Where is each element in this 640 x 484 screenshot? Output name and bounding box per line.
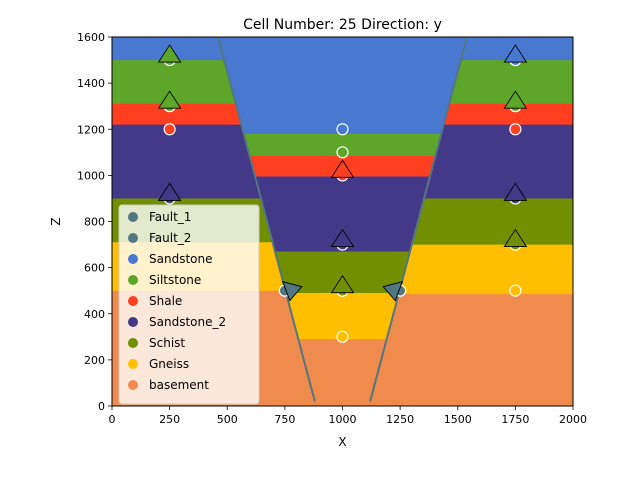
- orientation-marker-schist: [330, 274, 355, 294]
- y-tick-label: 800: [84, 216, 105, 229]
- orientation-marker-siltstone: [157, 90, 182, 109]
- orientation-marker-fault_2: [382, 281, 403, 302]
- surface-point-gneiss: [509, 284, 522, 297]
- orientation-marker-sandstone: [503, 44, 528, 63]
- legend-marker-sandstone_2: [128, 317, 138, 327]
- x-tick-label: 750: [274, 413, 295, 426]
- chart-title: Cell Number: 25 Direction: y: [243, 17, 442, 33]
- legend-label-gneiss: Gneiss: [149, 357, 189, 371]
- legend-marker-sandstone: [128, 254, 138, 264]
- y-tick-label: 1600: [77, 31, 105, 44]
- y-axis-label: Z: [49, 217, 63, 225]
- x-tick-label: 0: [109, 413, 116, 426]
- orientation-marker-schist: [503, 228, 528, 248]
- y-tick-label: 0: [98, 400, 105, 413]
- legend-label-sandstone: Sandstone: [149, 252, 212, 266]
- x-tick-label: 1250: [386, 413, 414, 426]
- x-axis-ticks: 0 250 500 750 1000 1250 1500 1750 2000: [109, 406, 587, 426]
- legend-marker-gneiss: [128, 359, 138, 369]
- y-axis-ticks: 0 200 400 600 800 1000 1200 1400 1600: [77, 31, 112, 413]
- y-tick-label: 1000: [77, 169, 105, 182]
- legend-marker-fault_1: [128, 212, 138, 222]
- x-tick-label: 1000: [329, 413, 357, 426]
- legend: Fault_1 Fault_2 Sandstone Siltstone Shale San…: [118, 204, 260, 405]
- layer-center-basement: [298, 339, 387, 406]
- fault-line-fault_2: [369, 37, 468, 402]
- y-tick-label: 400: [84, 308, 105, 321]
- surface-point-sandstone: [336, 123, 349, 136]
- orientation-marker-shale: [330, 159, 355, 178]
- surface-point-gneiss: [336, 330, 349, 343]
- layer-right-basement: [368, 294, 573, 406]
- legend-label-schist: Schist: [149, 336, 185, 350]
- orientation-marker-sandstone_2: [503, 182, 528, 201]
- y-tick-label: 200: [84, 354, 105, 367]
- orientation-marker-sandstone_2: [330, 228, 355, 248]
- surface-point-shale: [163, 123, 176, 136]
- orientation-markers: [157, 44, 528, 302]
- orientation-marker-sandstone_2: [157, 182, 182, 201]
- orientation-marker-siltstone: [503, 90, 528, 109]
- x-tick-label: 500: [217, 413, 238, 426]
- surface-point-siltstone: [336, 146, 349, 159]
- x-tick-label: 1500: [444, 413, 472, 426]
- fault-line-fault_1: [217, 37, 316, 402]
- x-tick-label: 2000: [559, 413, 587, 426]
- legend-label-basement: basement: [149, 378, 209, 392]
- legend-label-fault_1: Fault_1: [149, 210, 191, 224]
- legend-label-fault_2: Fault_2: [149, 231, 191, 245]
- legend-label-siltstone: Siltstone: [149, 273, 201, 287]
- orientation-marker-siltstone: [157, 44, 182, 63]
- legend-marker-basement: [128, 380, 138, 390]
- surface-point-shale: [509, 123, 522, 136]
- legend-label-shale: Shale: [149, 294, 182, 308]
- y-tick-label: 1400: [77, 77, 105, 90]
- legend-marker-shale: [128, 296, 138, 306]
- legend-box: [118, 204, 260, 405]
- x-tick-label: 250: [159, 413, 180, 426]
- legend-marker-schist: [128, 338, 138, 348]
- x-axis-label: X: [338, 435, 346, 449]
- legend-marker-siltstone: [128, 275, 138, 285]
- legend-marker-fault_2: [128, 233, 138, 243]
- fault-lines: [217, 37, 468, 402]
- x-tick-label: 1750: [501, 413, 529, 426]
- legend-label-sandstone_2: Sandstone_2: [149, 315, 226, 329]
- y-tick-label: 600: [84, 262, 105, 275]
- orientation-marker-fault_1: [282, 281, 303, 302]
- y-tick-label: 1200: [77, 123, 105, 136]
